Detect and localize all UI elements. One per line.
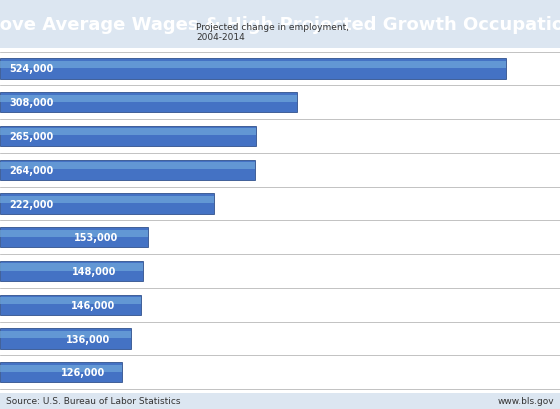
Bar (0, 160, 255, 180)
Bar (0, 93, 297, 113)
Bar (0, 227, 148, 248)
Text: 146,000: 146,000 (71, 300, 115, 310)
Text: 153,000: 153,000 (74, 233, 118, 243)
Bar (0, 365, 122, 372)
Bar (0, 59, 506, 79)
Text: 524,000: 524,000 (10, 64, 54, 74)
Text: Source: U.S. Bureau of Labor Statistics: Source: U.S. Bureau of Labor Statistics (6, 396, 180, 405)
Text: www.bls.gov: www.bls.gov (498, 396, 554, 405)
Bar (0, 230, 148, 237)
Bar (0, 297, 141, 305)
Text: 148,000: 148,000 (72, 266, 116, 276)
Text: 308,000: 308,000 (10, 98, 54, 108)
Bar (0, 126, 256, 147)
Bar (0, 362, 122, 382)
Bar (0, 264, 143, 271)
Text: 126,000: 126,000 (61, 367, 105, 378)
Bar (0, 62, 506, 69)
Bar (0, 261, 143, 281)
Text: 222,000: 222,000 (10, 199, 54, 209)
Bar (0, 295, 141, 315)
Bar (0, 95, 297, 103)
Bar (0, 329, 131, 349)
Text: Projected change in employment,
2004-2014: Projected change in employment, 2004-201… (196, 23, 349, 43)
Bar (0, 331, 131, 338)
Text: 265,000: 265,000 (10, 132, 54, 142)
Bar (0, 163, 255, 170)
Bar (0, 129, 256, 136)
Text: Above Average Wages & High Projected Growth Occupations: Above Average Wages & High Projected Gro… (0, 16, 560, 34)
Text: 264,000: 264,000 (10, 165, 54, 175)
Text: 136,000: 136,000 (66, 334, 110, 344)
Bar (0, 196, 214, 204)
Bar (0, 194, 214, 214)
